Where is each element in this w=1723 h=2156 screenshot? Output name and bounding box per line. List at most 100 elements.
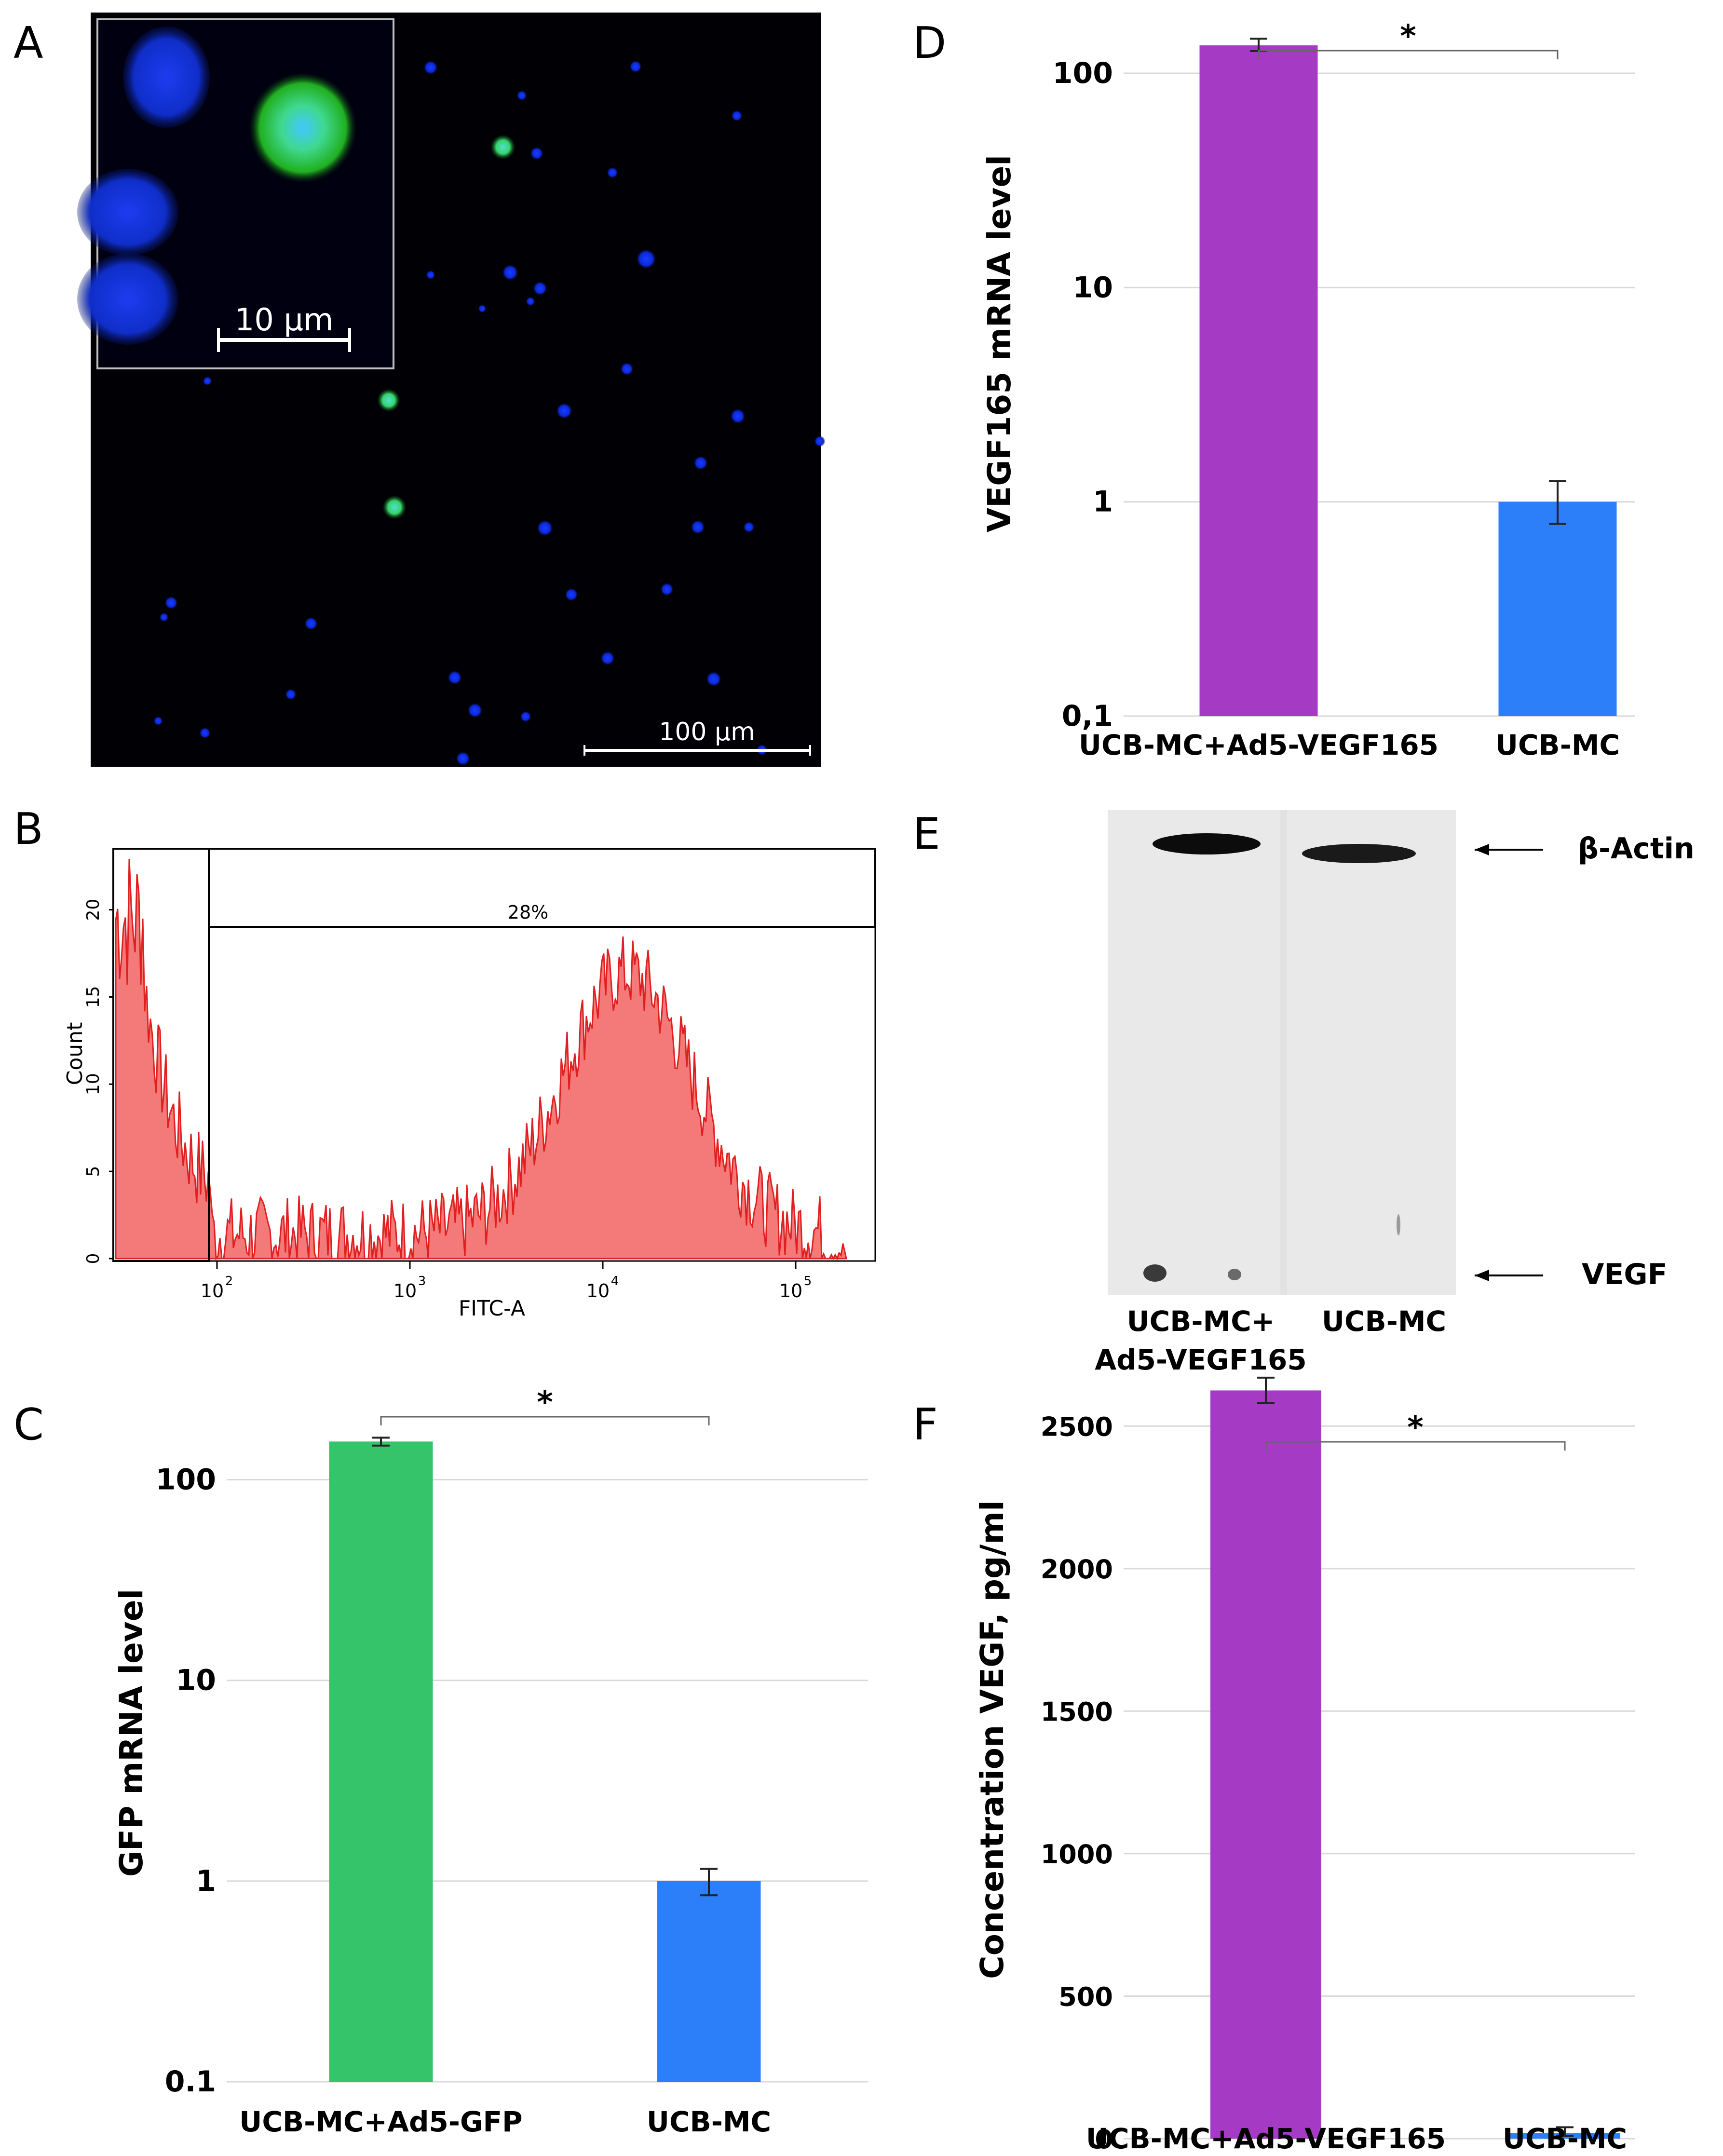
blot-lane-divider xyxy=(1280,810,1287,1295)
nucleus-dot xyxy=(285,689,296,700)
histogram-y-tick-label: 20 xyxy=(83,899,103,921)
nucleus-dot xyxy=(424,61,437,74)
gate-percent-label: 28% xyxy=(508,902,548,923)
nucleus-dot xyxy=(517,91,527,100)
category-label: UCB-MC+Ad5-VEGF165 xyxy=(1086,2122,1446,2155)
y-axis-label: GFP mRNA level xyxy=(113,1589,150,1877)
vegf165-mrna-chart: 0,1 1 10 100 VEGF165 mRNA level UCB-MC+Ad5-VE… xyxy=(981,19,1635,761)
nucleus-dot xyxy=(731,409,745,423)
nucleus-dot xyxy=(556,403,572,419)
gfp-mrna-chart: 0.1 1 10 100 GFP mRNA level UCB-MC+Ad5-GFP UCB… xyxy=(113,1385,868,2138)
y-tick-label: 0.1 xyxy=(165,2065,216,2099)
blot-lane2-label: UCB-MC xyxy=(1322,1305,1446,1338)
significance-star: * xyxy=(1407,1410,1423,1446)
nucleus-dot xyxy=(691,520,705,534)
histogram-x-tick-base: 10 xyxy=(393,1280,417,1302)
significance-bracket xyxy=(1265,1441,1566,1451)
nucleus-dot xyxy=(154,717,163,725)
y-tick-label: 10 xyxy=(1073,271,1113,304)
blot-lane1-label-line1: UCB-MC+ xyxy=(1127,1305,1275,1338)
main-scale-label: 100 µm xyxy=(659,718,755,746)
nucleus-dot xyxy=(732,110,742,121)
nucleus-dot xyxy=(160,613,168,622)
category-label: UCB-MC xyxy=(1495,729,1620,761)
nucleus-dot xyxy=(706,672,721,686)
y-tick-label: 0 xyxy=(1095,2124,1113,2155)
inset-nucleus xyxy=(77,253,178,345)
blot-lane1-label-line2: Ad5-VEGF165 xyxy=(1095,1343,1306,1376)
negative-gate xyxy=(112,848,210,1262)
gfp-positive-cell xyxy=(377,389,400,412)
y-tick-label: 500 xyxy=(1058,1981,1113,2012)
y-tick-label: 1 xyxy=(1093,485,1113,519)
nucleus-dot xyxy=(203,377,212,385)
category-label: UCB-MC xyxy=(647,2105,771,2138)
nucleus-dot xyxy=(478,305,486,312)
y-axis-label: Concentration VEGF, pg/ml xyxy=(974,1500,1011,1979)
histogram-y-tick-label: 10 xyxy=(83,1073,103,1095)
significance-star: * xyxy=(1400,19,1416,54)
flow-histogram: 28% xyxy=(112,848,876,1262)
bar xyxy=(1498,502,1617,716)
nucleus-dot xyxy=(502,265,518,280)
nucleus-dot xyxy=(165,597,177,609)
significance-bracket xyxy=(1258,50,1559,59)
actin-band-lane2 xyxy=(1302,844,1416,863)
nucleus-dot xyxy=(621,363,633,375)
panel-letter-d: D xyxy=(913,18,946,68)
nucleus-dot xyxy=(814,436,825,447)
vegf-band-lane1 xyxy=(1143,1264,1167,1282)
gfp-positive-cell xyxy=(490,135,516,160)
significance-star: * xyxy=(537,1385,553,1421)
inset-scale-label: 10 µm xyxy=(235,302,334,338)
histogram-y-tick-label: 0 xyxy=(83,1253,103,1264)
nucleus-dot xyxy=(468,703,482,718)
actin-band-label: β-Actin xyxy=(1578,832,1695,866)
y-tick-label: 10 xyxy=(176,1664,217,1697)
histogram-area xyxy=(115,859,847,1261)
significance-bracket xyxy=(380,1416,710,1425)
panel-letter-e: E xyxy=(913,809,940,859)
histogram-xlabel: FITC-A xyxy=(459,1296,525,1321)
panel-letter-b: B xyxy=(14,804,43,854)
histogram-y-tick-label: 15 xyxy=(83,986,103,1008)
nucleus-dot xyxy=(456,752,470,765)
actin-arrow-head xyxy=(1475,844,1489,855)
positive-gate xyxy=(208,848,876,928)
histogram-y-tick-label: 5 xyxy=(83,1166,103,1177)
inset-gfp-cell xyxy=(249,72,357,183)
histogram-x-tick-base: 10 xyxy=(586,1280,610,1302)
nucleus-dot xyxy=(565,588,578,601)
nucleus-dot xyxy=(426,271,435,279)
nucleus-dot xyxy=(448,671,461,684)
y-tick-label: 1 xyxy=(196,1864,216,1898)
nucleus-dot xyxy=(694,456,707,470)
category-label: UCB-MC+Ad5-GFP xyxy=(239,2105,522,2138)
nucleus-dot xyxy=(530,147,543,160)
nucleus-dot xyxy=(526,297,535,306)
panel-letter-a: A xyxy=(14,18,43,68)
bar xyxy=(657,1881,761,2082)
nucleus-dot xyxy=(537,520,553,536)
inset-nucleus xyxy=(77,169,178,256)
histogram-x-tick-base: 10 xyxy=(201,1280,224,1302)
histogram-ylabel: Count xyxy=(63,1022,87,1085)
nucleus-dot xyxy=(661,583,673,596)
nucleus-dot xyxy=(744,522,754,532)
y-tick-label: 1000 xyxy=(1041,1839,1113,1870)
y-tick-label: 2000 xyxy=(1041,1554,1113,1585)
actin-band-lane1 xyxy=(1153,833,1261,854)
nucleus-dot xyxy=(601,651,614,665)
panel-letter-f: F xyxy=(913,1399,938,1450)
vegf-arrow-head xyxy=(1475,1270,1489,1281)
bar xyxy=(329,1441,433,2082)
gfp-positive-cell xyxy=(382,495,407,519)
category-label: UCB-MC xyxy=(1503,2122,1627,2155)
histogram-x-tick-exp: 5 xyxy=(804,1274,812,1288)
blot-artifact xyxy=(1397,1214,1400,1235)
histogram-x-tick-exp: 4 xyxy=(611,1274,619,1288)
nucleus-dot xyxy=(520,711,531,722)
bar xyxy=(1199,45,1318,717)
